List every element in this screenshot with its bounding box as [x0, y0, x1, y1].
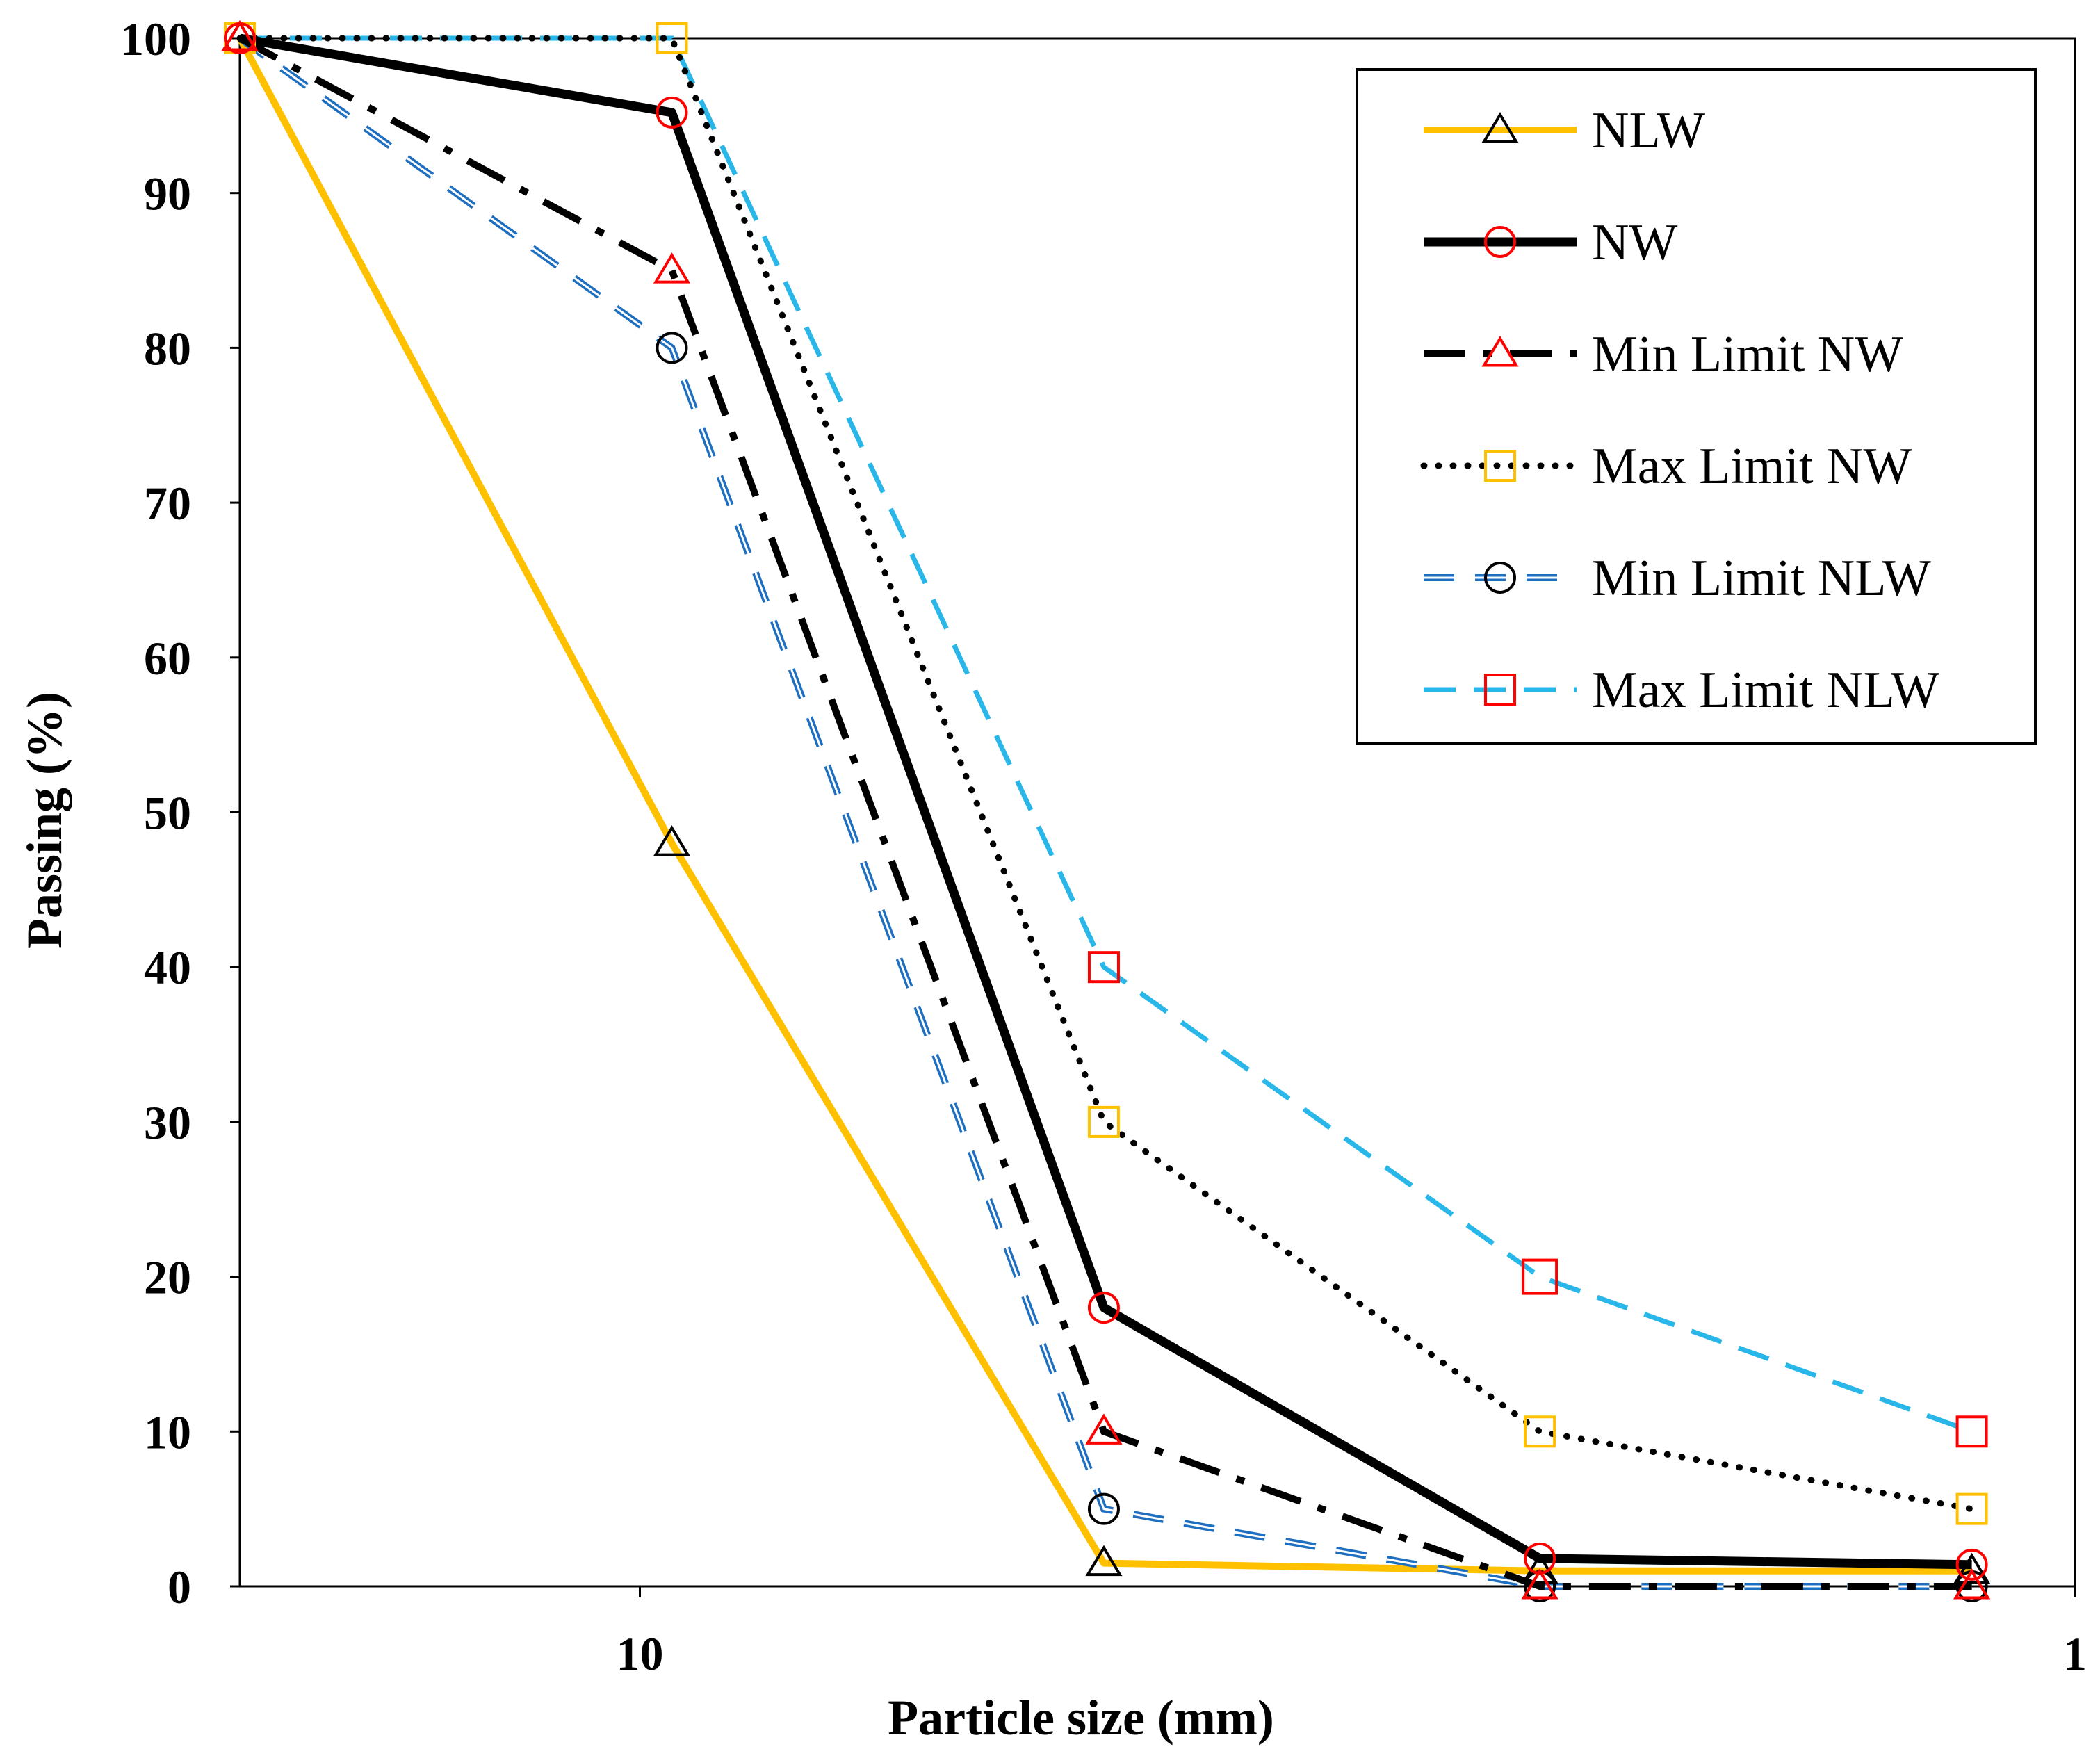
legend-entry: Min Limit NLW [1424, 550, 1931, 607]
series-max-limit-nw [236, 35, 1976, 1513]
x-tick-label: 10 [616, 1627, 663, 1680]
series-markers-nw [224, 22, 1988, 1581]
y-tick-label: 80 [144, 322, 191, 375]
data-point-marker [221, 20, 259, 51]
x-axis-title: Particle size (mm) [888, 1690, 1274, 1746]
data-point-marker [1087, 1105, 1120, 1138]
y-tick-label: 30 [144, 1096, 191, 1149]
y-tick-label: 70 [144, 477, 191, 530]
data-point-marker [1953, 1552, 1991, 1584]
data-point-marker [1087, 951, 1120, 984]
data-point-marker [1521, 1568, 1558, 1600]
legend-label: Min Limit NW [1592, 326, 1903, 383]
legend-marker [1484, 562, 1516, 594]
data-point-marker [1521, 1552, 1558, 1584]
data-point-marker [1955, 1492, 1988, 1525]
data-point-marker [1524, 1415, 1556, 1448]
y-tick-label: 10 [144, 1406, 191, 1458]
y-tick-label: 100 [120, 13, 191, 65]
series-line [236, 36, 1972, 1575]
series-markers-min-limit-nw [221, 20, 1991, 1600]
legend-entry: NW [1424, 214, 1677, 271]
series-line-highlight [239, 37, 1972, 1588]
legend-entry: Max Limit NW [1420, 438, 1912, 495]
legend-marker [1484, 226, 1516, 258]
data-point-marker [653, 825, 691, 856]
legend-label: NW [1592, 214, 1677, 271]
series-line [240, 35, 1973, 1434]
data-point-marker [656, 22, 688, 54]
chart-axes: 0 10 20 30 40 50 60 70 80 90 100 10 1 [120, 13, 2087, 1680]
data-point-marker [1524, 1542, 1556, 1575]
data-point-marker [1085, 1413, 1123, 1445]
legend-label: NLW [1592, 102, 1705, 159]
data-point-marker [1955, 1415, 1988, 1448]
legend-label: Min Limit NLW [1592, 550, 1931, 607]
chart-series [221, 20, 1991, 1602]
y-tick-label: 50 [144, 787, 191, 840]
y-tick-label: 20 [144, 1251, 191, 1304]
data-point-marker [1087, 1492, 1120, 1525]
legend-box [1356, 68, 2037, 745]
series-nlw [236, 36, 1972, 1575]
y-tick-label: 0 [168, 1561, 191, 1613]
data-point-marker [656, 332, 688, 364]
series-line [238, 35, 1972, 1590]
chart-legend: NLW NW Min Limit NW Max Limit NW Min Limit N… [1356, 68, 2037, 745]
legend-marker [1484, 450, 1516, 482]
data-point-marker [653, 252, 691, 284]
data-point-marker [1955, 1548, 1988, 1581]
legend-marker [1481, 336, 1519, 367]
y-tick-label: 40 [144, 941, 191, 994]
series-nw [238, 33, 1972, 1570]
series-line [236, 35, 1976, 1513]
data-point-marker [1953, 1568, 1991, 1600]
data-point-marker [656, 96, 688, 129]
y-axis-title: Passing (%) [17, 692, 72, 949]
legend-marker [1481, 112, 1519, 143]
y-tick-label: 90 [144, 168, 191, 220]
data-point-marker [1087, 1292, 1120, 1324]
legend-entry: NLW [1424, 102, 1705, 159]
series-max-limit-nlw [240, 35, 1973, 1434]
data-point-marker [224, 22, 256, 54]
y-tick-label: 60 [144, 632, 191, 685]
legend-entry: Max Limit NLW [1424, 662, 1939, 719]
series-min-limit-nlw [238, 35, 1972, 1590]
data-point-marker [1085, 1545, 1123, 1577]
series-line [238, 33, 1972, 1570]
legend-entry: Min Limit NW [1424, 326, 1903, 383]
legend-label: Max Limit NLW [1592, 662, 1939, 719]
x-tick-label: 1 [2063, 1627, 2087, 1680]
legend-marker [1484, 674, 1516, 706]
series-min-limit-nw [238, 35, 1972, 1590]
legend-label: Max Limit NW [1592, 438, 1912, 495]
data-point-marker [1522, 1258, 1558, 1295]
